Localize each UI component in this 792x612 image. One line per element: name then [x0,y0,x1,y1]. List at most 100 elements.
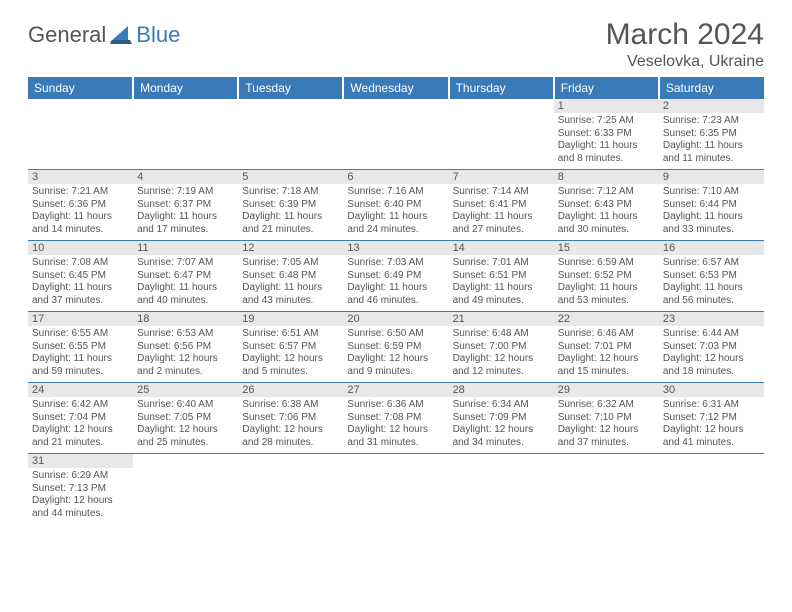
day-header: Wednesday [343,77,448,99]
calendar-cell: 14Sunrise: 7:01 AMSunset: 6:51 PMDayligh… [449,241,554,312]
sunset-text: Sunset: 6:47 PM [137,270,234,283]
day-number: 1 [554,99,659,113]
calendar-cell: 6Sunrise: 7:16 AMSunset: 6:40 PMDaylight… [343,170,448,241]
calendar-cell: 8Sunrise: 7:12 AMSunset: 6:43 PMDaylight… [554,170,659,241]
calendar-cell: 5Sunrise: 7:18 AMSunset: 6:39 PMDaylight… [238,170,343,241]
logo: General Blue [28,22,180,48]
daylight-text: and 49 minutes. [453,295,550,308]
daylight-text: Daylight: 12 hours [453,353,550,366]
day-number: 4 [133,170,238,184]
calendar-cell [28,99,133,170]
daylight-text: and 56 minutes. [663,295,760,308]
day-number: 15 [554,241,659,255]
day-number: 14 [449,241,554,255]
daylight-text: Daylight: 11 hours [347,282,444,295]
day-number: 5 [238,170,343,184]
daylight-text: Daylight: 11 hours [347,211,444,224]
sunrise-text: Sunrise: 6:59 AM [558,257,655,270]
calendar-cell: 1Sunrise: 7:25 AMSunset: 6:33 PMDaylight… [554,99,659,170]
sunrise-text: Sunrise: 7:03 AM [347,257,444,270]
sunrise-text: Sunrise: 6:57 AM [663,257,760,270]
daylight-text: and 44 minutes. [32,508,129,521]
day-number: 17 [28,312,133,326]
daylight-text: and 34 minutes. [453,437,550,450]
sunset-text: Sunset: 6:33 PM [558,128,655,141]
daylight-text: Daylight: 11 hours [137,282,234,295]
calendar-row: 31Sunrise: 6:29 AMSunset: 7:13 PMDayligh… [28,454,764,525]
daylight-text: and 41 minutes. [663,437,760,450]
calendar-cell [343,99,448,170]
daylight-text: Daylight: 11 hours [32,282,129,295]
sunset-text: Sunset: 6:49 PM [347,270,444,283]
sunset-text: Sunset: 7:05 PM [137,412,234,425]
daylight-text: Daylight: 11 hours [663,211,760,224]
calendar-cell [449,99,554,170]
sunrise-text: Sunrise: 6:29 AM [32,470,129,483]
sunrise-text: Sunrise: 6:46 AM [558,328,655,341]
daylight-text: Daylight: 12 hours [242,353,339,366]
sunrise-text: Sunrise: 7:08 AM [32,257,129,270]
daylight-text: Daylight: 11 hours [558,211,655,224]
sunset-text: Sunset: 7:01 PM [558,341,655,354]
calendar-cell: 15 Sunrise: 6:59 AMSunset: 6:52 PMDayligh… [554,241,659,312]
daylight-text: and 30 minutes. [558,224,655,237]
daylight-text: and 9 minutes. [347,366,444,379]
daylight-text: and 17 minutes. [137,224,234,237]
sunset-text: Sunset: 6:56 PM [137,341,234,354]
sunrise-text: Sunrise: 7:25 AM [558,115,655,128]
daylight-text: Daylight: 11 hours [663,140,760,153]
sunset-text: Sunset: 7:13 PM [32,483,129,496]
calendar-cell [133,99,238,170]
sunrise-text: Sunrise: 6:51 AM [242,328,339,341]
month-title: March 2024 [606,18,764,51]
sunset-text: Sunset: 6:59 PM [347,341,444,354]
daylight-text: and 37 minutes. [558,437,655,450]
calendar-cell: 13Sunrise: 7:03 AMSunset: 6:49 PMDayligh… [343,241,448,312]
daylight-text: and 21 minutes. [242,224,339,237]
sunrise-text: Sunrise: 6:48 AM [453,328,550,341]
calendar-cell [238,99,343,170]
daylight-text: Daylight: 12 hours [242,424,339,437]
sunset-text: Sunset: 6:52 PM [558,270,655,283]
calendar-cell: 19Sunrise: 6:51 AMSunset: 6:57 PMDayligh… [238,312,343,383]
daylight-text: Daylight: 12 hours [558,353,655,366]
sunrise-text: Sunrise: 7:07 AM [137,257,234,270]
daylight-text: and 18 minutes. [663,366,760,379]
daylight-text: and 15 minutes. [558,366,655,379]
sunset-text: Sunset: 7:08 PM [347,412,444,425]
sunrise-text: Sunrise: 7:12 AM [558,186,655,199]
location: Veselovka, Ukraine [606,53,764,71]
day-number: 26 [238,383,343,397]
calendar-cell: 22Sunrise: 6:46 AMSunset: 7:01 PMDayligh… [554,312,659,383]
sunrise-text: Sunrise: 6:42 AM [32,399,129,412]
sunset-text: Sunset: 6:39 PM [242,199,339,212]
calendar-cell: 20Sunrise: 6:50 AMSunset: 6:59 PMDayligh… [343,312,448,383]
day-number: 20 [343,312,448,326]
calendar-cell [659,454,764,525]
sunrise-text: Sunrise: 6:40 AM [137,399,234,412]
daylight-text: Daylight: 11 hours [558,282,655,295]
sunset-text: Sunset: 7:09 PM [453,412,550,425]
sunset-text: Sunset: 6:41 PM [453,199,550,212]
daylight-text: Daylight: 11 hours [453,211,550,224]
calendar-cell: 28Sunrise: 6:34 AMSunset: 7:09 PMDayligh… [449,383,554,454]
daylight-text: Daylight: 11 hours [32,211,129,224]
calendar-cell [449,454,554,525]
day-number: 30 [659,383,764,397]
calendar-cell: 17Sunrise: 6:55 AMSunset: 6:55 PMDayligh… [28,312,133,383]
daylight-text: Daylight: 12 hours [137,353,234,366]
sunrise-text: Sunrise: 7:05 AM [242,257,339,270]
daylight-text: Daylight: 12 hours [347,353,444,366]
logo-text-1: General [28,22,106,48]
calendar-cell: 3Sunrise: 7:21 AMSunset: 6:36 PMDaylight… [28,170,133,241]
calendar-cell: 26Sunrise: 6:38 AMSunset: 7:06 PMDayligh… [238,383,343,454]
daylight-text: Daylight: 12 hours [32,495,129,508]
sunrise-text: Sunrise: 6:53 AM [137,328,234,341]
logo-sail-icon [110,26,132,44]
sunset-text: Sunset: 6:43 PM [558,199,655,212]
day-number: 16 [659,241,764,255]
daylight-text: Daylight: 11 hours [453,282,550,295]
daylight-text: Daylight: 12 hours [347,424,444,437]
day-number: 21 [449,312,554,326]
day-header: Monday [133,77,238,99]
